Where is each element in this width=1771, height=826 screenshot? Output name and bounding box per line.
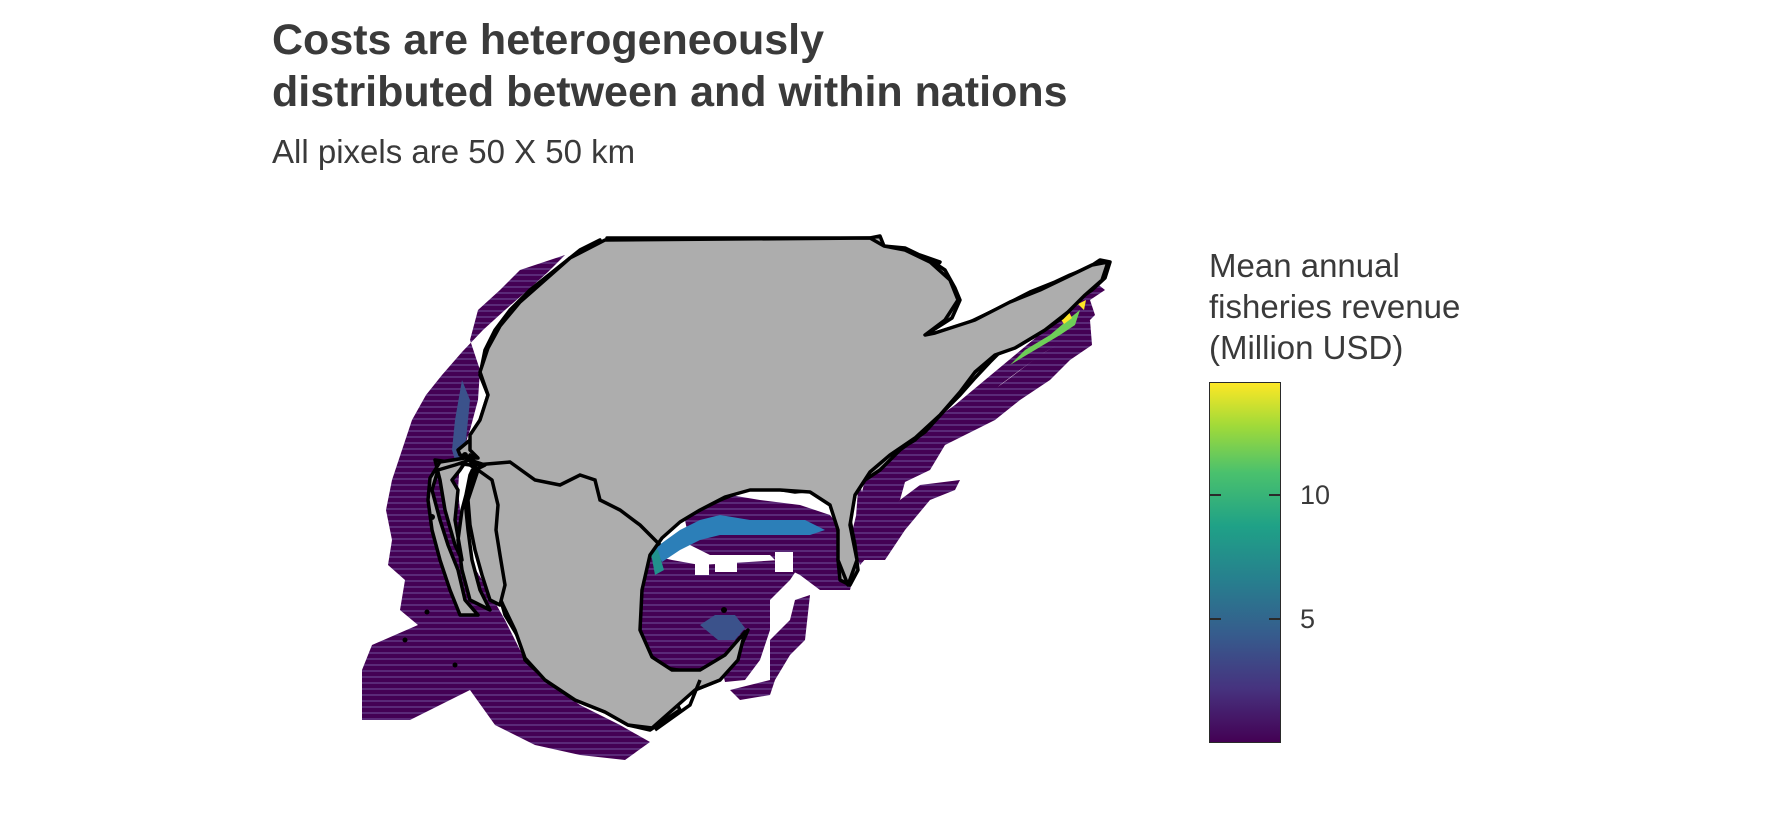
eez-hotspot-yucatan <box>700 615 745 640</box>
legend-title: Mean annual fisheries revenue (Million U… <box>1209 245 1460 368</box>
title-line-1: Costs are heterogeneously <box>272 16 825 64</box>
eez-atlantic-outer <box>850 320 1092 565</box>
legend-tick-10-left <box>1209 494 1221 496</box>
legend-tick-10-right <box>1269 494 1281 496</box>
border-guatemala <box>653 679 702 732</box>
eez-hotspot-stlawrence <box>1010 310 1080 365</box>
border-us-mexico <box>474 460 662 547</box>
eez-atlantic-band <box>855 278 1105 560</box>
land-us-main <box>426 236 1110 730</box>
legend-tick-5-left <box>1209 618 1221 620</box>
eez-hotspot-gulfcoast <box>655 515 825 562</box>
chart-title: Costs are heterogeneously distributed be… <box>272 14 1068 118</box>
chart-subtitle: All pixels are 50 X 50 km <box>272 133 636 170</box>
legend-title-line-3: (Million USD) <box>1209 329 1404 366</box>
land-baja <box>466 468 507 607</box>
legend-title-line-1: Mean annual <box>1209 247 1400 284</box>
eez-hotspot-florida <box>650 548 664 575</box>
title-line-2: distributed between and within nations <box>272 68 1068 116</box>
legend-tick-5-right <box>1269 618 1281 620</box>
legend-tick-label-10: 10 <box>1300 480 1331 510</box>
small-islands <box>402 452 727 668</box>
eez-pacific-band <box>362 244 650 760</box>
gulf-gaps <box>695 552 793 575</box>
legend-title-line-2: fisheries revenue <box>1209 288 1461 325</box>
eez-hotspot-westcoast <box>452 380 470 470</box>
legend-colorbar <box>1209 382 1281 743</box>
eez-hotspot-newfoundland <box>1060 300 1086 324</box>
legend-tick-label-5: 5 <box>1300 604 1316 634</box>
